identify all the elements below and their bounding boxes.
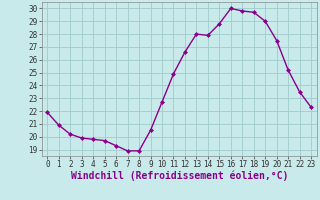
X-axis label: Windchill (Refroidissement éolien,°C): Windchill (Refroidissement éolien,°C) bbox=[70, 171, 288, 181]
